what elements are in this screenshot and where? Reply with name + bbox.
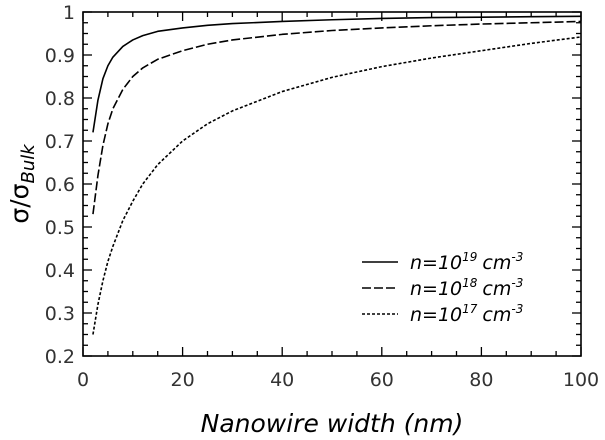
legend-label-3-unit-exponent: -3 (511, 302, 523, 316)
y-tick-label: 0.3 (45, 303, 75, 325)
x-tick-label: 80 (469, 369, 493, 391)
x-tick-label: 60 (370, 369, 394, 391)
legend-entry-2: n=1018 cm-3 (362, 276, 523, 300)
legend-label-1: n=1019 cm-3 (410, 250, 523, 274)
legend-label-1-name: n=10 (410, 252, 462, 274)
y-tick-label: 0.2 (45, 346, 75, 368)
legend: n=1019 cm-3 n=1018 cm-3 n=1017 cm-3 (362, 250, 523, 326)
legend-label-3: n=1017 cm-3 (410, 302, 523, 326)
y-axis-title-group: σ/σBulk (5, 143, 39, 224)
legend-label-2-unit: cm (482, 278, 511, 300)
series-lines (92, 15, 582, 335)
y-tick-label: 0.5 (45, 217, 75, 239)
legend-label-3-unit: cm (482, 304, 511, 326)
y-tick-label: 1 (63, 2, 75, 24)
x-tick-label: 40 (270, 369, 294, 391)
axis-ticks (82, 11, 582, 357)
x-tick-label: 0 (77, 369, 89, 391)
y-tick-label: 0.8 (45, 88, 75, 110)
legend-label-1-unit-exponent: -3 (511, 250, 523, 264)
series-line-2 (92, 20, 582, 215)
y-tick-label: 0.4 (45, 260, 75, 282)
legend-label-1-exponent: 19 (462, 250, 477, 264)
x-axis-title: Nanowire width (nm) (201, 409, 464, 438)
legend-label-1-unit: cm (482, 252, 511, 274)
legend-entry-1: n=1019 cm-3 (362, 250, 523, 274)
legend-label-2-name: n=10 (410, 278, 462, 300)
series-line-1 (92, 15, 582, 133)
y-axis-title-subscript: Bulk (18, 143, 39, 184)
legend-label-3-name: n=10 (410, 304, 462, 326)
y-tick-label: 0.6 (45, 174, 75, 196)
legend-label-3-exponent: 17 (462, 302, 478, 316)
x-tick-label: 20 (171, 369, 195, 391)
y-axis-title: σ/σBulk (5, 143, 39, 224)
y-tick-label: 0.7 (45, 131, 75, 153)
legend-label-2-exponent: 18 (462, 276, 478, 290)
legend-label-2-unit-exponent: -3 (511, 276, 523, 290)
y-tick-label: 0.9 (45, 45, 75, 67)
axis-tick-labels: 0 20 40 60 80 100 0.2 0.3 0.4 0.5 0.6 0.7 0.8 0.9 1 (45, 2, 599, 391)
legend-entry-3: n=1017 cm-3 (362, 302, 523, 326)
x-tick-label: 100 (563, 369, 599, 391)
y-axis-title-main: σ/σ (5, 183, 34, 223)
legend-label-2: n=1018 cm-3 (410, 276, 523, 300)
